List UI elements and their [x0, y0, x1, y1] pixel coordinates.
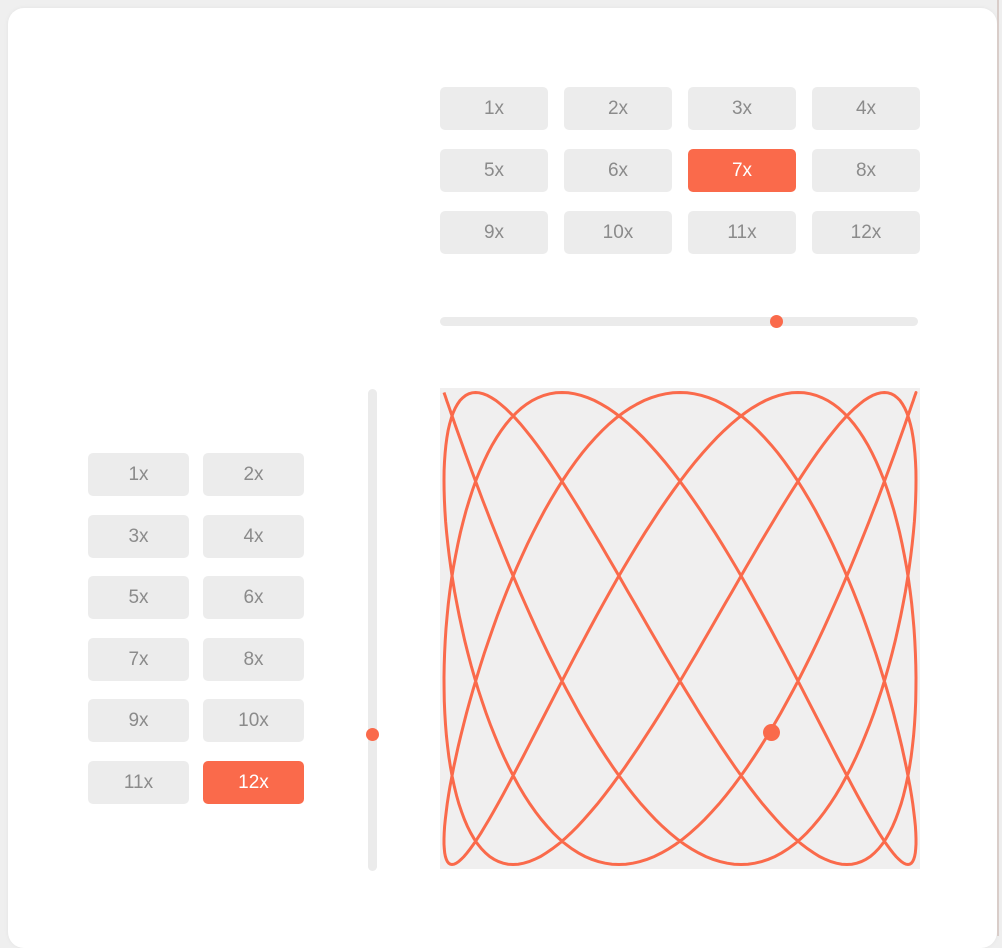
- y-freq-button-4x[interactable]: 4x: [203, 514, 304, 558]
- lissajous-canvas: [440, 388, 920, 869]
- y-freq-button-11x[interactable]: 11x: [88, 760, 189, 804]
- app-card: 1x 2x 3x 4x 5x 6x 7x 8x 9x 10x 11x 12x 1x 2x 3x 4x 5x 6x…: [8, 8, 997, 948]
- y-freq-button-2x[interactable]: 2x: [203, 453, 304, 496]
- y-freq-button-7x[interactable]: 7x: [88, 637, 189, 681]
- x-freq-button-4x[interactable]: 4x: [812, 87, 920, 130]
- window-edge-line: [997, 0, 999, 936]
- y-freq-button-8x[interactable]: 8x: [203, 637, 304, 681]
- y-freq-button-1x[interactable]: 1x: [88, 453, 189, 496]
- x-freq-button-5x[interactable]: 5x: [440, 149, 548, 192]
- y-freq-button-12x[interactable]: 12x: [203, 760, 304, 804]
- x-freq-button-1x[interactable]: 1x: [440, 87, 548, 130]
- lissajous-curve: [442, 390, 918, 867]
- x-freq-button-7x[interactable]: 7x: [688, 149, 796, 192]
- trace-dot: [763, 723, 781, 741]
- y-slider-dot[interactable]: [366, 727, 379, 741]
- x-freq-button-11x[interactable]: 11x: [688, 211, 796, 254]
- y-freq-button-6x[interactable]: 6x: [203, 576, 304, 619]
- x-freq-button-10x[interactable]: 10x: [564, 211, 672, 254]
- x-freq-button-8x[interactable]: 8x: [812, 149, 920, 192]
- x-slider-dot[interactable]: [770, 315, 783, 328]
- x-freq-button-6x[interactable]: 6x: [564, 149, 672, 192]
- y-freq-button-5x[interactable]: 5x: [88, 576, 189, 619]
- y-position-slider-track[interactable]: [366, 389, 379, 871]
- x-position-slider-track[interactable]: [440, 315, 918, 328]
- x-freq-button-12x[interactable]: 12x: [812, 211, 920, 254]
- x-freq-button-2x[interactable]: 2x: [564, 87, 672, 130]
- y-freq-button-10x[interactable]: 10x: [203, 699, 304, 742]
- y-freq-button-3x[interactable]: 3x: [88, 514, 189, 558]
- x-freq-button-3x[interactable]: 3x: [688, 87, 796, 130]
- x-freq-button-9x[interactable]: 9x: [440, 211, 548, 254]
- y-freq-button-9x[interactable]: 9x: [88, 699, 189, 742]
